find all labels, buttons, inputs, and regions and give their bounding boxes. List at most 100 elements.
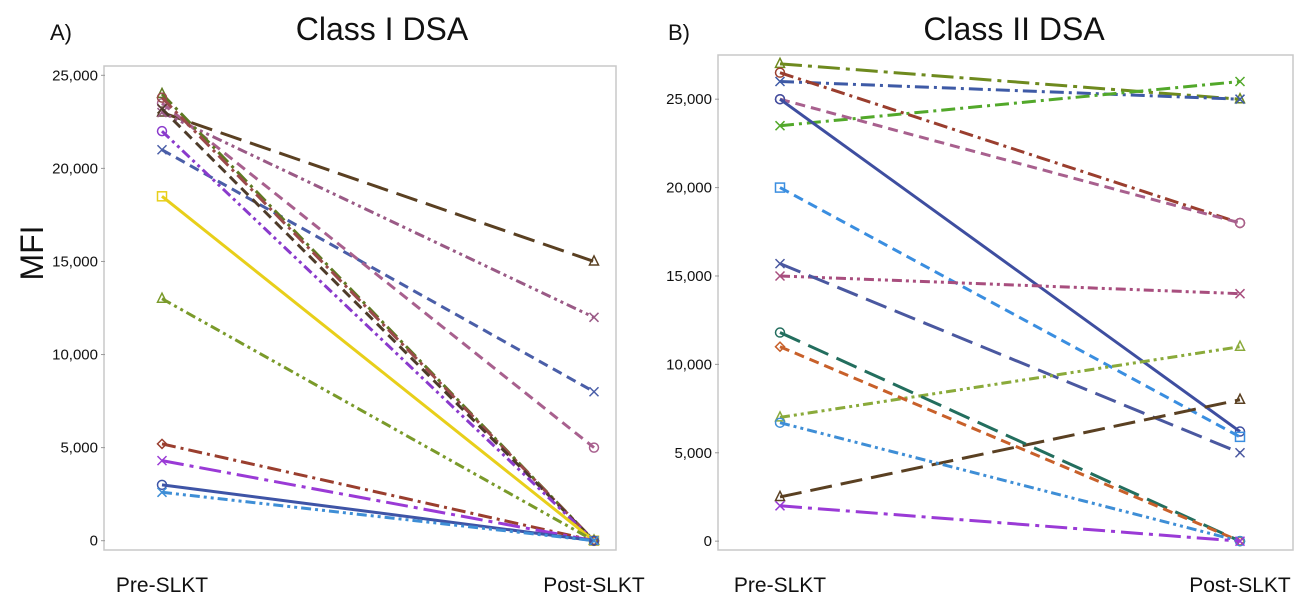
x-tick-label: Pre-SLKT: [116, 574, 208, 597]
series-line: [779, 345, 1241, 419]
series-line: [779, 186, 1241, 439]
panel-b-x-ticks: Pre-SLKT Post-SLKT: [734, 574, 1291, 597]
data-point: [588, 535, 600, 546]
data-point: [774, 120, 786, 131]
y-tick-label: 25,000: [52, 67, 98, 84]
series-line: [779, 62, 1241, 101]
series-3: [156, 144, 600, 397]
data-point: [774, 258, 786, 269]
data-point: [774, 93, 786, 105]
panel-b-label: B): [668, 20, 690, 45]
data-point: [774, 341, 786, 353]
panel-a-y-ticks: 0 5,000 10,000 15,000 20,000 25,000: [52, 67, 105, 550]
data-point: [588, 442, 600, 453]
data-point: [156, 144, 168, 155]
series-line: [161, 483, 595, 543]
data-point: [1234, 217, 1246, 229]
data-point: [1234, 92, 1246, 104]
y-tick-label: 10,000: [666, 356, 712, 373]
data-point: [1234, 447, 1246, 458]
y-tick-label: 15,000: [52, 253, 98, 270]
data-point: [156, 107, 168, 118]
data-point: [774, 410, 786, 422]
series-line: [161, 111, 595, 319]
series-9: [774, 258, 1246, 458]
y-tick-label: 20,000: [52, 160, 98, 177]
series-line: [779, 80, 1241, 101]
panel-a-title: Class I DSA: [296, 11, 469, 47]
series-line: [161, 490, 595, 543]
series-line: [779, 398, 1241, 499]
data-point: [156, 103, 168, 114]
series-line: [161, 102, 595, 449]
series-6: [774, 93, 1246, 437]
series-line: [779, 80, 1241, 128]
panel-b-series: [774, 56, 1246, 547]
panel-b-y-ticks: 0 5,000 10,000 15,000 20,000 25,000: [666, 91, 719, 550]
data-point: [156, 291, 168, 303]
data-point: [774, 67, 786, 78]
data-point: [774, 489, 786, 502]
data-point: [1234, 76, 1246, 87]
series-line: [779, 274, 1241, 296]
series-line: [779, 345, 1241, 543]
panel-a-label: A): [50, 20, 72, 45]
y-tick-label: 15,000: [666, 268, 712, 285]
data-point: [1234, 536, 1246, 547]
data-point: [156, 191, 168, 202]
y-tick-label: 0: [704, 533, 712, 550]
panel-b: B) Class II DSA 0 5,000 10,000 15,000 20,000…: [666, 11, 1294, 597]
data-point: [774, 500, 786, 511]
y-tick-label: 20,000: [666, 180, 712, 197]
data-point: [774, 182, 786, 193]
series-line: [779, 331, 1241, 543]
data-point: [774, 327, 786, 338]
panel-b-title: Class II DSA: [923, 11, 1105, 47]
series-8: [774, 270, 1246, 299]
series-2: [156, 107, 600, 323]
data-point: [774, 56, 786, 69]
series-line: [779, 421, 1241, 543]
panel-a-x-ticks: Pre-SLKT Post-SLKT: [116, 574, 645, 597]
data-point: [1234, 392, 1246, 404]
y-tick-label: 25,000: [666, 91, 712, 108]
y-axis-label: MFI: [14, 225, 50, 280]
series-13: [156, 479, 600, 546]
data-point: [588, 254, 600, 266]
series-14: [156, 487, 600, 546]
series-line: [779, 262, 1241, 455]
data-point: [156, 125, 168, 137]
data-point: [774, 417, 786, 428]
y-tick-label: 5,000: [674, 445, 712, 462]
data-point: [156, 438, 168, 450]
data-point: [156, 479, 168, 491]
series-7: [774, 182, 1246, 443]
data-point: [588, 312, 600, 323]
y-tick-label: 10,000: [52, 347, 98, 364]
series-line: [161, 195, 595, 542]
series-line: [160, 107, 596, 542]
series-line: [161, 148, 595, 394]
series-10: [774, 339, 1246, 422]
series-line: [779, 504, 1241, 543]
y-tick-label: 0: [90, 533, 98, 550]
panel-a-series: [156, 86, 600, 547]
series-line: [161, 442, 595, 543]
data-point: [1234, 426, 1246, 437]
series-2: [774, 76, 1246, 105]
data-point: [156, 487, 168, 498]
panel-b-plot-frame: [717, 54, 1294, 551]
data-point: [588, 386, 600, 397]
x-tick-label: Post-SLKT: [543, 574, 645, 597]
series-3: [774, 76, 1246, 131]
series-line: [161, 297, 595, 543]
series-line: [779, 97, 1241, 433]
panel-a: A) Class I DSA MFI 0 5,000 10,000 15,000 20,…: [14, 11, 645, 597]
series-15: [774, 500, 1246, 547]
series-1: [774, 56, 1246, 104]
series-line: [161, 111, 595, 263]
data-point: [1234, 431, 1246, 443]
data-point: [774, 270, 786, 282]
data-point: [588, 535, 600, 546]
